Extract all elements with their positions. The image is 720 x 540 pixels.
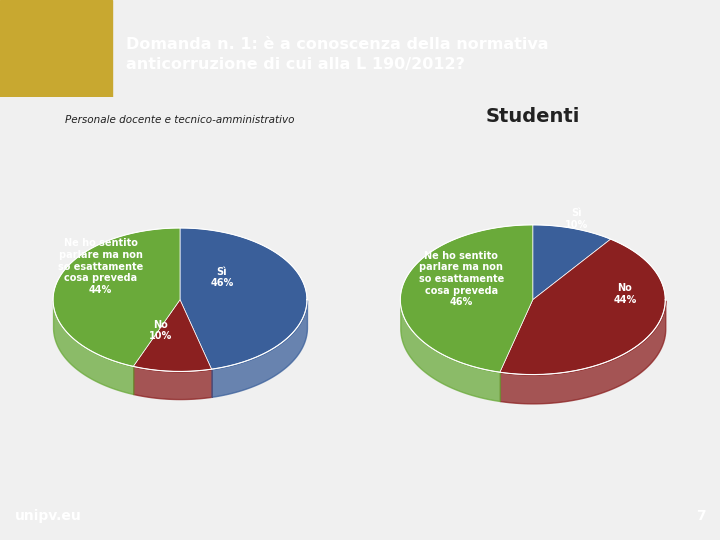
Polygon shape [180, 228, 307, 369]
Text: Personale docente e tecnico-amministrativo: Personale docente e tecnico-amministrati… [66, 115, 294, 125]
Text: 7: 7 [696, 509, 706, 523]
Text: Sì
46%: Sì 46% [210, 267, 233, 288]
Polygon shape [400, 225, 533, 372]
Polygon shape [500, 239, 665, 375]
Text: No
10%: No 10% [148, 320, 172, 341]
Text: unipv.eu: unipv.eu [14, 509, 81, 523]
Polygon shape [53, 228, 180, 367]
Text: Sì
10%: Sì 10% [565, 208, 588, 230]
Text: Studenti: Studenti [485, 107, 580, 126]
Text: Ne ho sentito
parlare ma non
so esattamente
cosa preveda
46%: Ne ho sentito parlare ma non so esattame… [419, 251, 504, 307]
Text: No
44%: No 44% [613, 283, 636, 305]
Bar [0, 0, 112, 97]
Text: Ne ho sentito
parlare ma non
so esattamente
cosa preveda
44%: Ne ho sentito parlare ma non so esattame… [58, 238, 143, 295]
Text: Domanda n. 1: è a conoscenza della normativa
anticorruzione di cui alla L 190/20: Domanda n. 1: è a conoscenza della norma… [126, 37, 549, 72]
Polygon shape [133, 300, 212, 372]
Polygon shape [533, 225, 611, 300]
